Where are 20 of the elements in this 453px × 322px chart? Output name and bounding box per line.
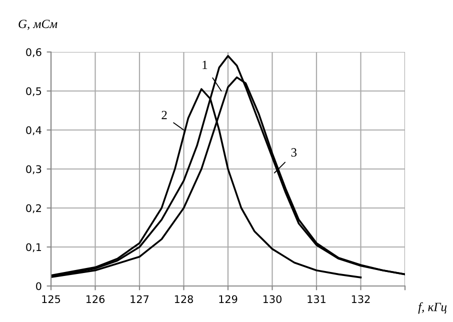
y-tick-label: 0,6: [26, 48, 42, 58]
y-tick-label: 0,3: [26, 165, 42, 174]
y-tick-label: 0,1: [26, 243, 42, 252]
x-tick-label: 131: [308, 295, 326, 304]
y-tick-label: 0,5: [26, 87, 42, 96]
y-tick-label: 0,2: [26, 204, 41, 214]
x-tick-label: 127: [130, 295, 149, 303]
x-tick-label: 132: [352, 295, 370, 304]
x-axis-title: f, кГц: [418, 302, 447, 314]
y-tick-label: 0: [36, 282, 42, 290]
x-tick-label: 129: [219, 295, 238, 304]
annotation: 2: [162, 110, 167, 120]
x-tick-label: 128: [174, 295, 193, 304]
y-axis-title: G, мСм: [18, 20, 58, 30]
y-tick-label: 0,4: [26, 126, 42, 136]
annotation: 1: [202, 60, 208, 70]
x-tick-label: 126: [86, 295, 105, 304]
annotation: 3: [291, 148, 297, 157]
x-tick-label: 130: [263, 295, 282, 304]
x-tick-label: 125: [42, 295, 60, 304]
